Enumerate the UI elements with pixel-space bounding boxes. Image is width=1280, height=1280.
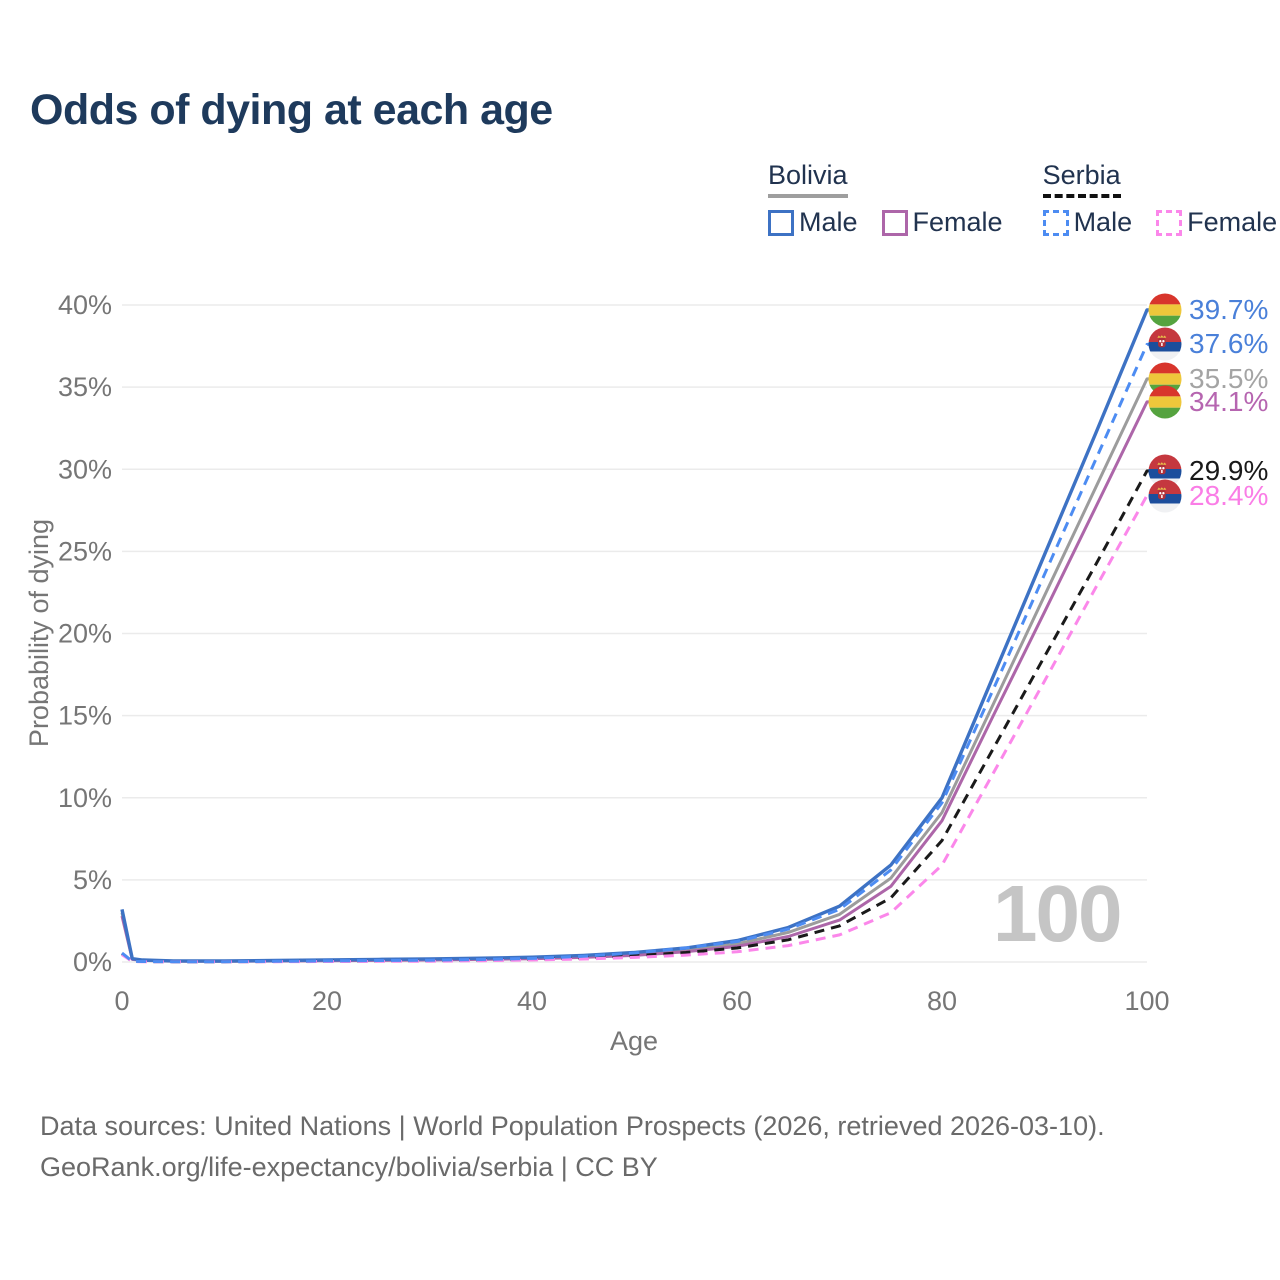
end-label-value: 29.9% bbox=[1189, 455, 1269, 486]
x-tick-label: 80 bbox=[927, 986, 957, 1016]
footer: Data sources: United Nations | World Pop… bbox=[40, 1106, 1105, 1188]
end-label-value: 37.6% bbox=[1189, 328, 1269, 359]
bolivia-male-swatch-icon bbox=[768, 209, 794, 236]
legend-item-label: Female bbox=[1187, 207, 1278, 237]
end-label-value: 28.4% bbox=[1189, 480, 1269, 511]
end-label-serbia-male: 37.6% bbox=[1148, 327, 1268, 361]
y-tick-label: 30% bbox=[58, 454, 112, 484]
end-label-value: 39.7% bbox=[1189, 294, 1269, 325]
y-tick-label: 35% bbox=[58, 372, 112, 402]
end-label-value: 34.1% bbox=[1189, 386, 1269, 417]
x-tick-label: 20 bbox=[312, 986, 342, 1016]
attribution-line: GeoRank.org/life-expectancy/bolivia/serb… bbox=[40, 1152, 658, 1182]
age-watermark: 100 bbox=[993, 869, 1122, 958]
legend-item-serbia-male[interactable]: Male bbox=[1042, 207, 1133, 238]
y-axis-title: Probability of dying bbox=[24, 519, 54, 747]
x-tick-label: 0 bbox=[114, 986, 129, 1016]
chart-title: Odds of dying at each age bbox=[30, 86, 553, 134]
serbia-flag-icon bbox=[1148, 327, 1182, 361]
legend-item-label: Female bbox=[912, 207, 1003, 237]
y-tick-label: 10% bbox=[58, 783, 112, 813]
legend: Bolivia Male Female Serbia Male bbox=[768, 160, 1277, 238]
x-tick-label: 40 bbox=[517, 986, 547, 1016]
legend-country-serbia[interactable]: Serbia bbox=[1042, 160, 1121, 198]
x-tick-label: 60 bbox=[722, 986, 752, 1016]
series-line-serbia-male bbox=[121, 342, 1155, 964]
serbia-female-swatch-icon bbox=[1156, 209, 1183, 236]
y-tick-label: 5% bbox=[73, 865, 112, 895]
axis-ticks: 0% 5% 10% 15% 20% 25% 30% 35% 40% 0 20 40 60 80 100 bbox=[58, 290, 1170, 1016]
legend-country-bolivia[interactable]: Bolivia bbox=[768, 160, 848, 198]
end-label-value: 35.5% bbox=[1189, 363, 1269, 394]
series-line-bolivia-male bbox=[120, 308, 1155, 963]
legend-item-bolivia-male[interactable]: Male bbox=[768, 207, 858, 238]
bolivia-flag-icon bbox=[1148, 385, 1182, 419]
legend-group-serbia: Serbia Male Female bbox=[1042, 160, 1277, 238]
legend-item-serbia-female[interactable]: Female bbox=[1156, 207, 1277, 238]
series-line-serbia-female bbox=[121, 494, 1155, 964]
y-tick-label: 40% bbox=[58, 290, 112, 320]
y-tick-label: 15% bbox=[58, 701, 112, 731]
series-lines bbox=[120, 308, 1155, 964]
legend-item-bolivia-female[interactable]: Female bbox=[881, 207, 1003, 238]
bolivia-flag-icon bbox=[1148, 293, 1182, 327]
end-label-serbia-female: 28.4% bbox=[1148, 479, 1268, 513]
end-label-bolivia-female: 34.1% bbox=[1148, 385, 1268, 419]
y-tick-label: 25% bbox=[58, 536, 112, 566]
serbia-male-swatch-icon bbox=[1042, 209, 1069, 236]
legend-group-bolivia: Bolivia Male Female bbox=[768, 160, 1003, 238]
y-tick-label: 20% bbox=[58, 619, 112, 649]
data-sources-line: Data sources: United Nations | World Pop… bbox=[40, 1111, 1105, 1141]
x-axis-title: Age bbox=[610, 1026, 658, 1056]
serbia-flag-icon bbox=[1148, 479, 1182, 513]
legend-item-label: Male bbox=[799, 207, 858, 237]
bolivia-female-swatch-icon bbox=[881, 209, 908, 236]
legend-item-label: Male bbox=[1073, 207, 1133, 237]
x-tick-label: 100 bbox=[1124, 986, 1169, 1016]
gridlines bbox=[122, 304, 1147, 963]
end-label-bolivia-male: 39.7% bbox=[1148, 293, 1268, 327]
y-tick-label: 0% bbox=[73, 947, 112, 977]
